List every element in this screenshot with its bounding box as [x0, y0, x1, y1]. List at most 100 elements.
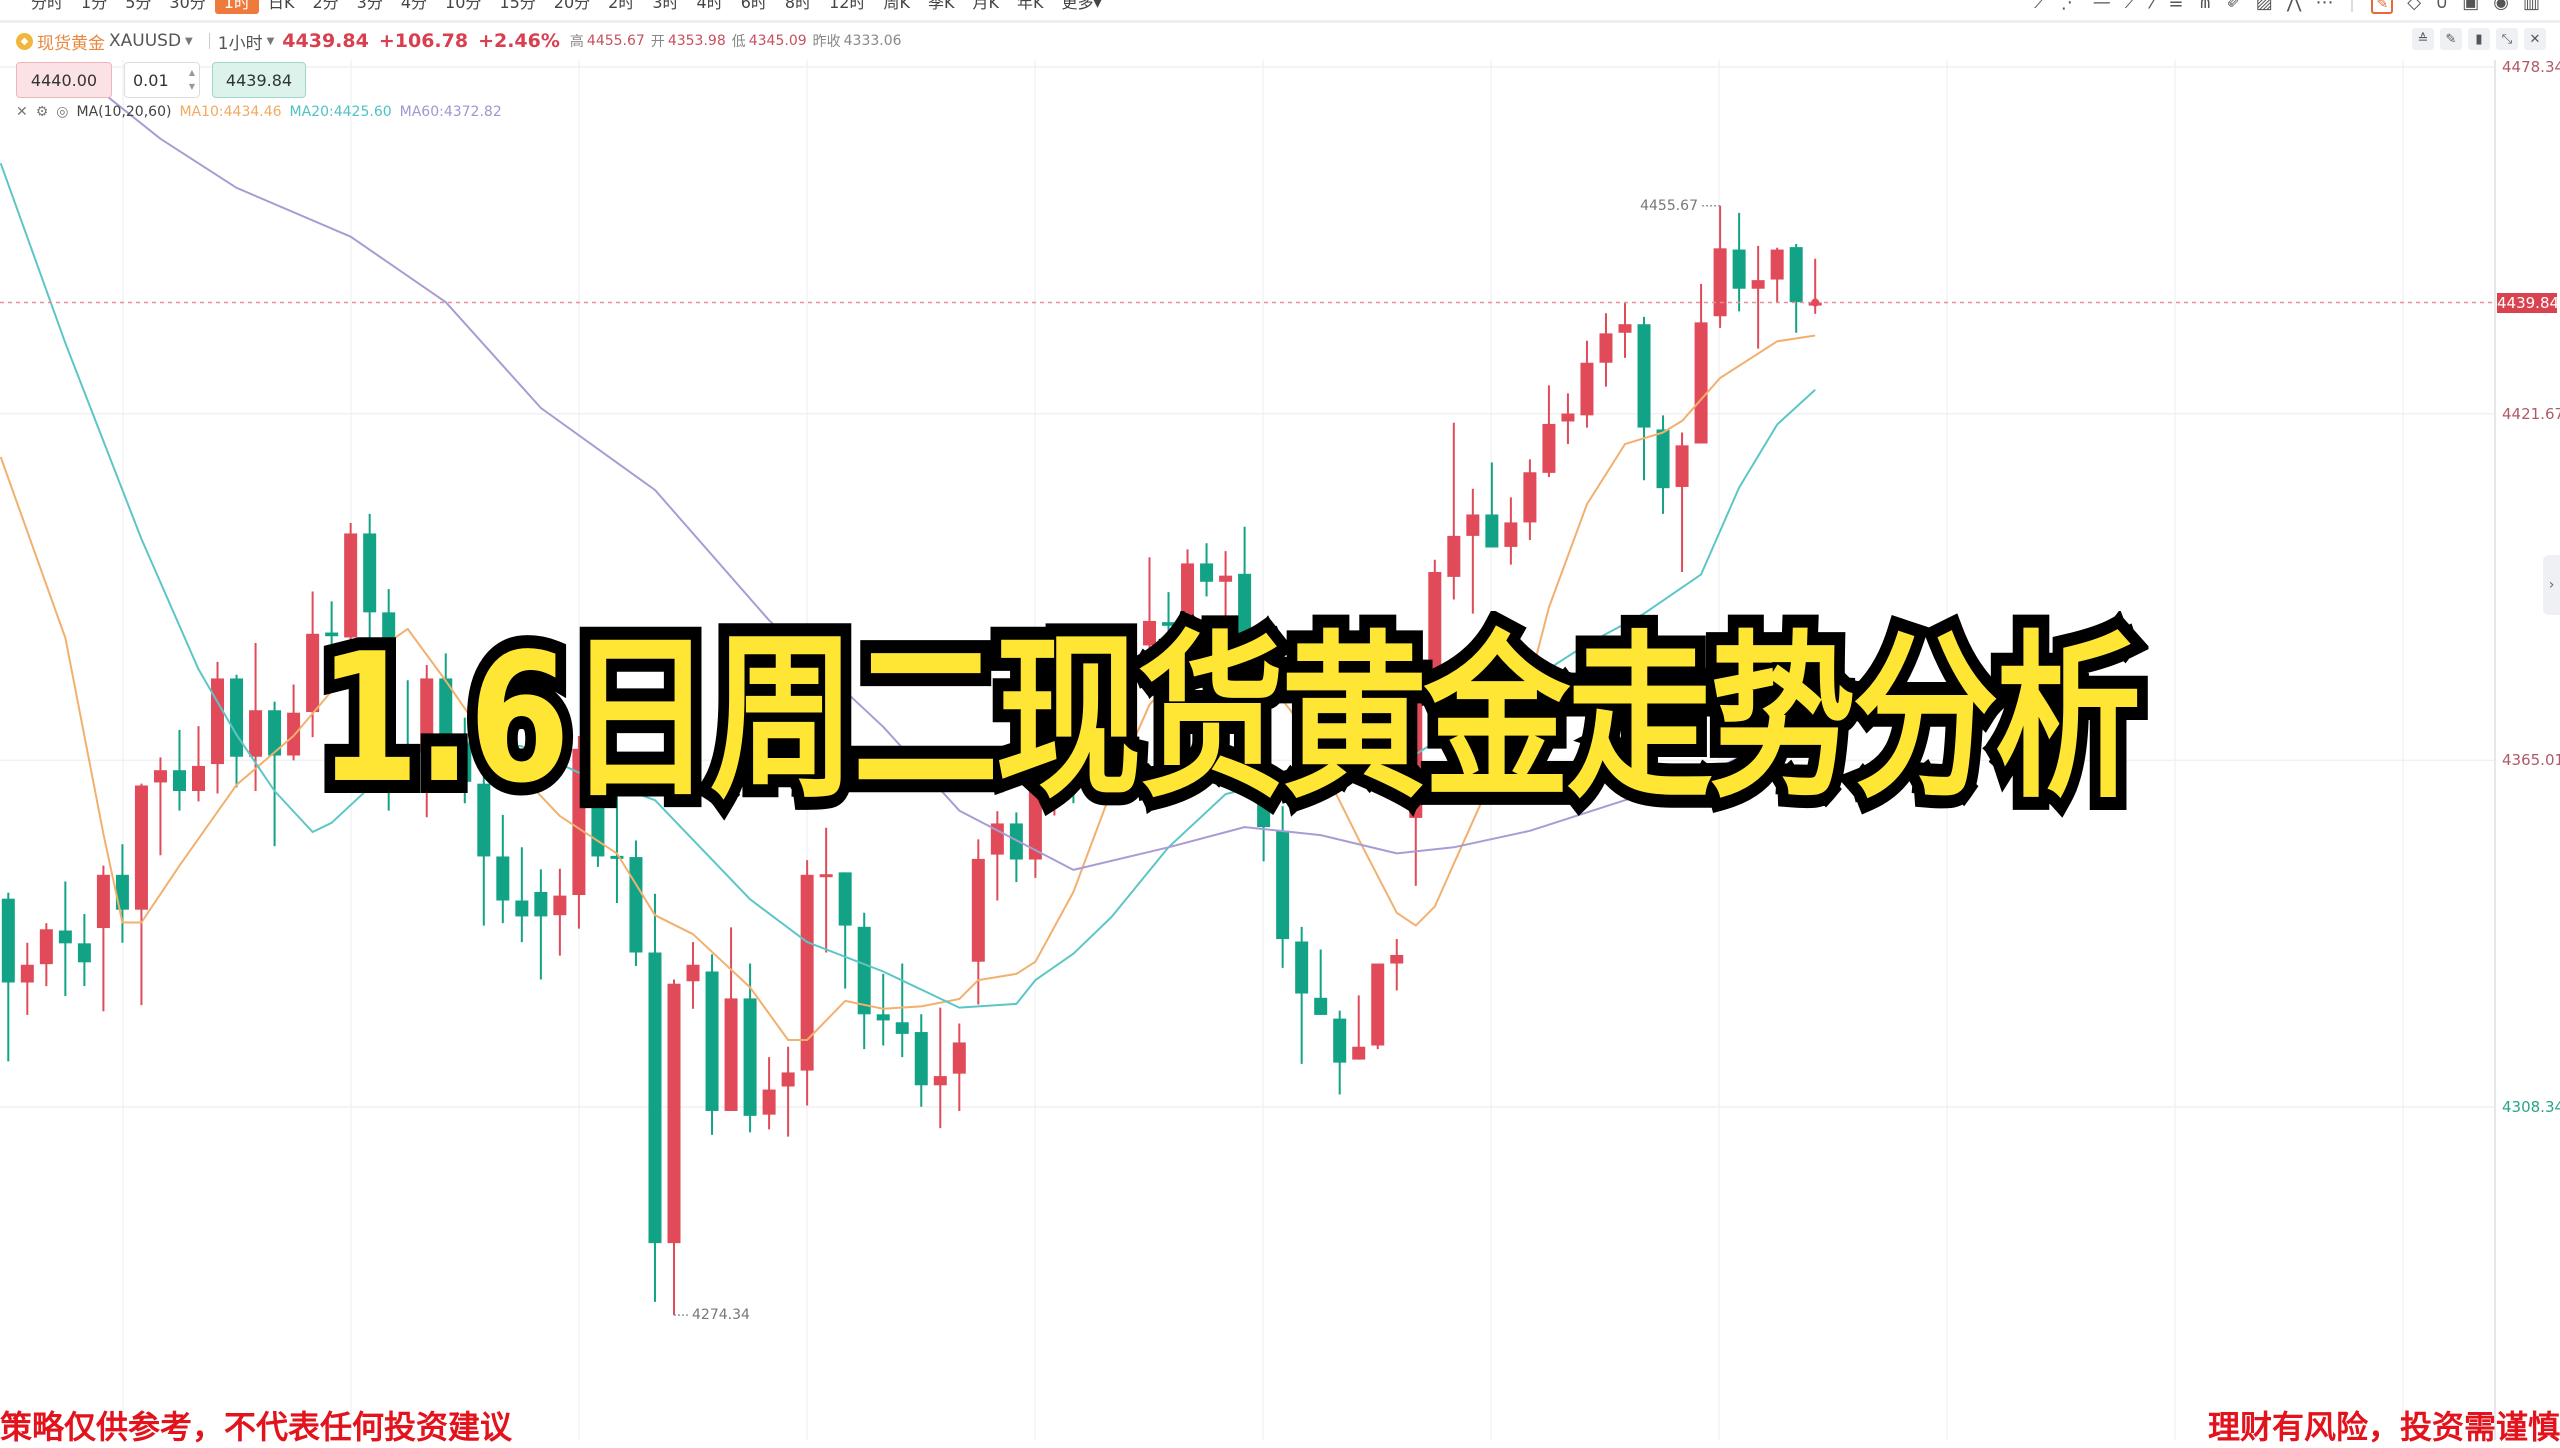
- period-tab[interactable]: 4分: [400, 0, 428, 12]
- eye-icon[interactable]: ◎: [56, 104, 69, 120]
- symbol-code[interactable]: XAUUSD: [109, 31, 182, 51]
- draw-mode-icon[interactable]: ✎: [2371, 0, 2394, 14]
- period-tab[interactable]: 1时: [214, 0, 259, 14]
- symbol-dropdown-icon[interactable]: ▼: [185, 35, 193, 47]
- fibonacci-icon[interactable]: ≡: [2168, 0, 2184, 13]
- period-tab[interactable]: 6时: [740, 0, 767, 12]
- interval-select[interactable]: 1小时: [217, 33, 263, 54]
- ray-icon[interactable]: ⋰: [2060, 0, 2079, 13]
- disclaimer-left: 策略仅供参考，不代表任何投资建议: [0, 1408, 513, 1446]
- period-tab[interactable]: 12时: [829, 0, 866, 12]
- candle-down: [838, 872, 852, 926]
- high-marker-label: 4455.67: [1640, 197, 1698, 214]
- gold-coin-icon: ◆: [16, 32, 33, 50]
- y-tick-label: 4421.67: [2502, 404, 2560, 423]
- period-tab[interactable]: 1分: [81, 0, 108, 12]
- collapse-icon[interactable]: ⤡: [2496, 28, 2518, 50]
- period-tab[interactable]: 4时: [696, 0, 723, 12]
- candle-down: [705, 971, 719, 1111]
- candle-up: [1580, 362, 1594, 416]
- trash-icon[interactable]: ▥: [2522, 0, 2540, 13]
- candle-down: [363, 533, 377, 613]
- period-tab[interactable]: 3分: [356, 0, 383, 12]
- candle-down: [1656, 429, 1670, 489]
- close-icon[interactable]: ✕: [2524, 28, 2546, 50]
- period-tab[interactable]: 月K: [972, 0, 999, 12]
- candle-up: [1047, 760, 1061, 791]
- ma10-value: MA10:4434.46: [179, 104, 282, 120]
- candle-down: [629, 857, 643, 953]
- prev-close-value: 4333.06: [843, 33, 902, 49]
- candle-up: [1123, 645, 1137, 706]
- candle-up: [1085, 705, 1099, 779]
- indicator-icon[interactable]: ≙: [2412, 28, 2434, 50]
- candle-up: [1466, 514, 1480, 536]
- candle-up: [724, 998, 738, 1111]
- more-icon[interactable]: ⋯: [2315, 0, 2334, 13]
- lock-icon[interactable]: ▣: [2462, 0, 2480, 13]
- quantity-value[interactable]: 0.01: [133, 70, 169, 90]
- candle-up: [1428, 571, 1442, 681]
- candle-down: [1066, 760, 1080, 779]
- chart-panel-tools: ≙ ✎ ▮ ⤡ ✕: [2412, 28, 2546, 50]
- candle-up: [1028, 790, 1042, 860]
- fan-icon[interactable]: ⋔: [2197, 0, 2213, 13]
- candle-up: [1409, 680, 1423, 818]
- candle-up: [306, 633, 320, 713]
- candle-down: [496, 856, 510, 901]
- candle-up: [1143, 620, 1156, 646]
- period-tab[interactable]: 30分: [169, 0, 206, 12]
- trend-line-icon[interactable]: ⟋: [2034, 0, 2047, 13]
- settings-icon[interactable]: ⚙: [35, 104, 49, 120]
- quantity-stepper[interactable]: 0.01 ▲ ▼: [124, 62, 200, 98]
- candle-up: [1390, 954, 1404, 964]
- image-icon[interactable]: ▨: [2255, 0, 2273, 13]
- low-value: 4345.09: [748, 33, 807, 49]
- period-tab[interactable]: 季K: [927, 0, 955, 12]
- period-tab[interactable]: 20分: [553, 0, 591, 12]
- horizontal-line-icon[interactable]: —: [2092, 0, 2111, 13]
- candle-style-icon[interactable]: ▮: [2468, 28, 2490, 50]
- visibility-icon[interactable]: ◉: [2493, 0, 2509, 13]
- sell-button[interactable]: 4440.00: [16, 62, 112, 98]
- period-tab[interactable]: 2分: [312, 0, 339, 12]
- eraser-icon[interactable]: ◇: [2407, 0, 2422, 13]
- remove-indicator-icon[interactable]: ✕: [16, 104, 28, 120]
- period-tab[interactable]: 分时: [31, 0, 64, 12]
- period-tab[interactable]: 10分: [445, 0, 482, 12]
- period-tab[interactable]: 周K: [883, 0, 910, 12]
- candle-up: [1542, 423, 1556, 473]
- candle-down: [230, 678, 244, 757]
- period-tab[interactable]: 2时: [608, 0, 635, 12]
- buy-button[interactable]: 4439.84: [212, 62, 306, 98]
- draw-icon[interactable]: ✎: [2440, 28, 2462, 50]
- price-line-icon[interactable]: ⟋: [2124, 0, 2138, 13]
- period-toolbar: 分时 1分 5分 30分 1时 日K 2分 3分 4分 10分 15分 20分 2时 3时 4时 6时 8时 12…: [0, 0, 2560, 23]
- candle-up: [1713, 248, 1727, 317]
- candle-down: [1257, 729, 1271, 828]
- pattern-icon[interactable]: ⋀: [2286, 0, 2302, 13]
- stepper-arrows-icon[interactable]: ▲ ▼: [188, 68, 195, 91]
- period-tab[interactable]: 3时: [652, 0, 679, 12]
- period-tab[interactable]: 5分: [125, 0, 152, 12]
- period-tab[interactable]: 年K: [1016, 0, 1044, 12]
- candle-up: [1447, 535, 1461, 577]
- candle-down: [1314, 997, 1328, 1015]
- period-tab[interactable]: 更多▾: [1061, 0, 1102, 12]
- magnet-icon[interactable]: ∪: [2435, 0, 2449, 13]
- high-label: 高: [569, 34, 584, 50]
- period-tab[interactable]: 15分: [499, 0, 536, 12]
- interval-dropdown-icon[interactable]: ▼: [266, 35, 275, 47]
- brush-icon[interactable]: ✐: [2226, 0, 2242, 13]
- candle-down: [895, 1022, 909, 1034]
- period-tab[interactable]: 8时: [784, 0, 812, 12]
- period-tab[interactable]: 日K: [267, 0, 295, 12]
- symbol-name[interactable]: 现货黄金: [37, 33, 105, 54]
- expand-panel-button[interactable]: ›: [2543, 555, 2560, 615]
- candle-down: [1276, 830, 1290, 940]
- candle-up: [1618, 324, 1632, 333]
- candle-up: [1219, 575, 1233, 582]
- candle-up: [344, 533, 358, 638]
- pen-icon[interactable]: ⁄: [2151, 0, 2155, 13]
